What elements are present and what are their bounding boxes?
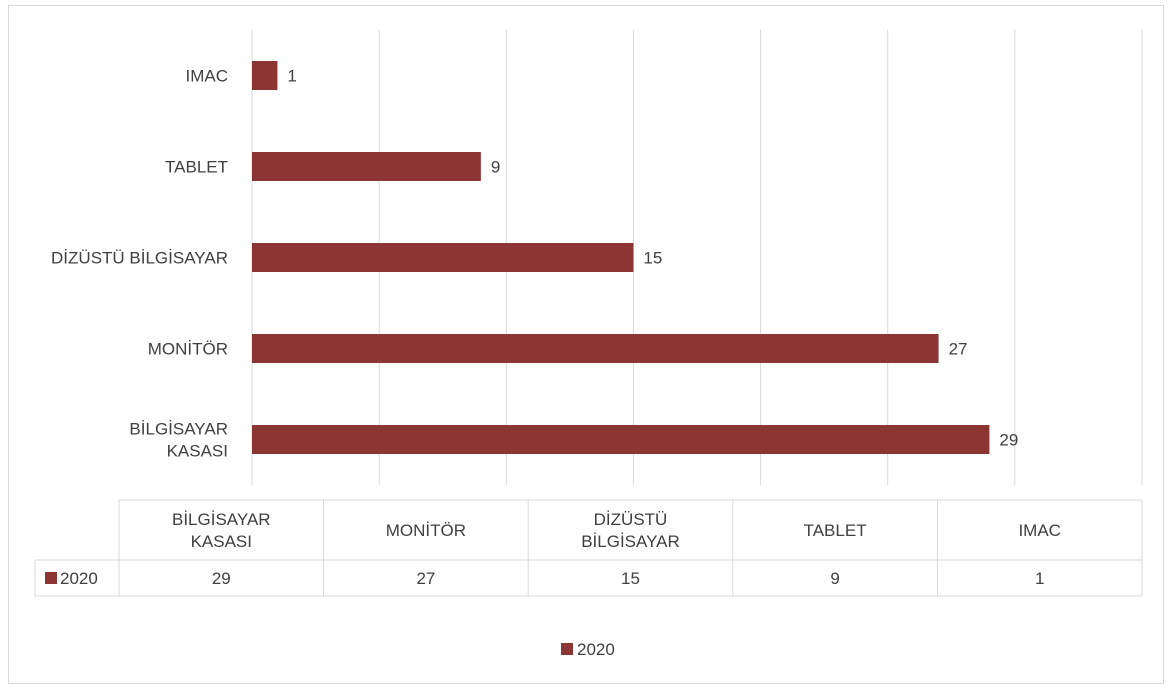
data-label: 27 xyxy=(949,340,968,359)
category-label: BİLGİSAYAR xyxy=(129,420,228,439)
data-label: 1 xyxy=(287,67,296,86)
table-value-cell: 9 xyxy=(830,569,839,588)
legend-swatch xyxy=(561,643,573,655)
category-label: TABLET xyxy=(165,158,228,177)
bar xyxy=(252,334,939,363)
table-value-cell: 29 xyxy=(212,569,231,588)
data-label: 15 xyxy=(643,249,662,268)
bar xyxy=(252,425,990,454)
table-header-cell: MONİTÖR xyxy=(386,521,466,540)
table-header-cell: KASASI xyxy=(191,532,252,551)
category-label: IMAC xyxy=(186,67,229,86)
legend-label: 2020 xyxy=(577,640,615,659)
table-value-cell: 15 xyxy=(621,569,640,588)
table-series-name: 2020 xyxy=(60,569,98,588)
bar xyxy=(252,243,634,272)
table-value-cell: 1 xyxy=(1035,569,1044,588)
data-label: 29 xyxy=(999,431,1018,450)
category-label: DİZÜSTÜ BİLGİSAYAR xyxy=(51,249,228,268)
table-header-cell: TABLET xyxy=(804,521,867,540)
bar xyxy=(252,152,481,181)
category-label: MONİTÖR xyxy=(148,340,228,359)
table-header-cell: BİLGİSAYAR xyxy=(581,532,680,551)
data-label: 9 xyxy=(491,158,500,177)
table-header-cell: DİZÜSTÜ xyxy=(594,510,668,529)
table-header-cell: IMAC xyxy=(1018,521,1061,540)
category-label: KASASI xyxy=(167,442,228,461)
table-series-swatch xyxy=(45,572,57,584)
table-value-cell: 27 xyxy=(416,569,435,588)
table-header-cell: BİLGİSAYAR xyxy=(172,510,271,529)
bar xyxy=(252,61,278,90)
